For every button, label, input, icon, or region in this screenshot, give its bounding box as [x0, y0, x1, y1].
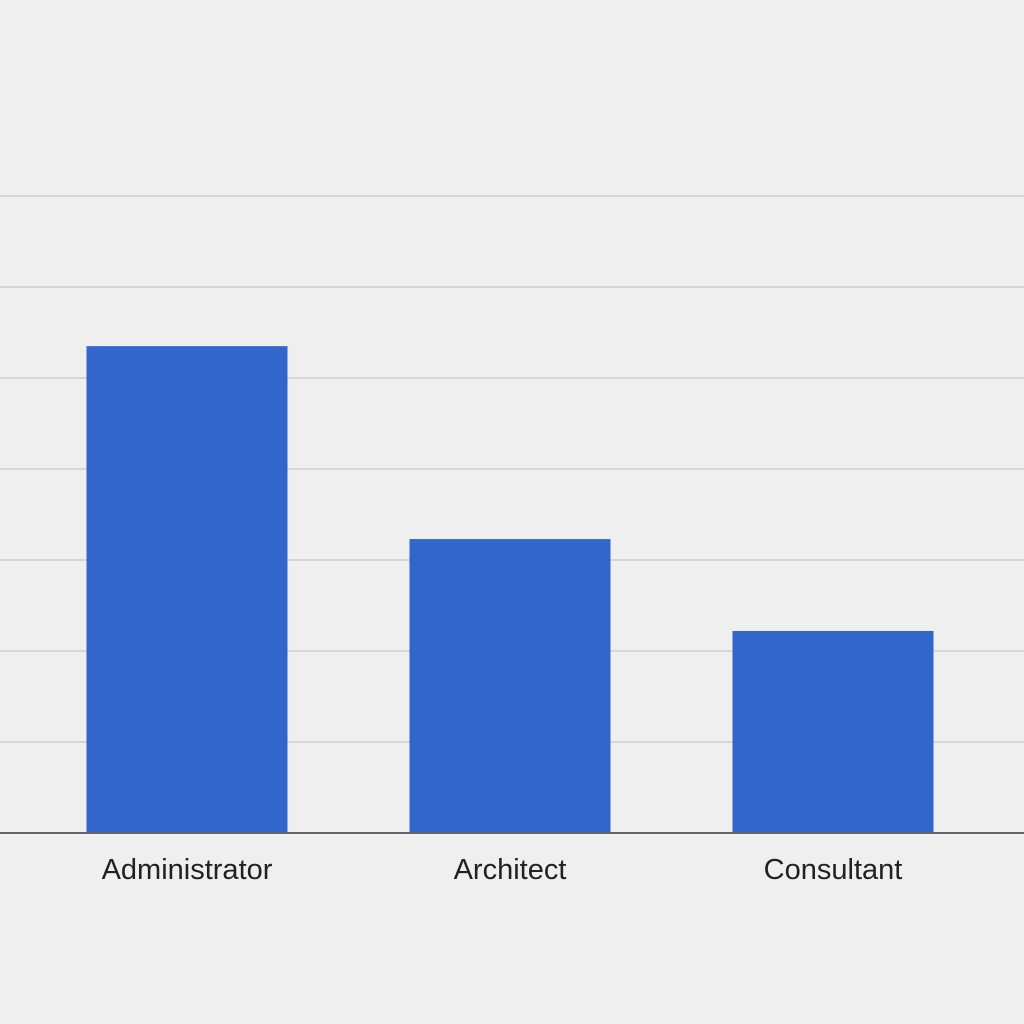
x-tick-label: Consultant: [764, 854, 903, 886]
bar-consultant[interactable]: [732, 630, 934, 833]
x-tick-label: Architect: [454, 854, 567, 886]
x-tick-labels: Administrator Architect Consultant: [102, 854, 903, 886]
x-tick-label: Administrator: [102, 854, 273, 886]
bars: [86, 346, 934, 833]
bar-administrator[interactable]: [86, 346, 288, 833]
bar-architect[interactable]: [409, 539, 611, 833]
